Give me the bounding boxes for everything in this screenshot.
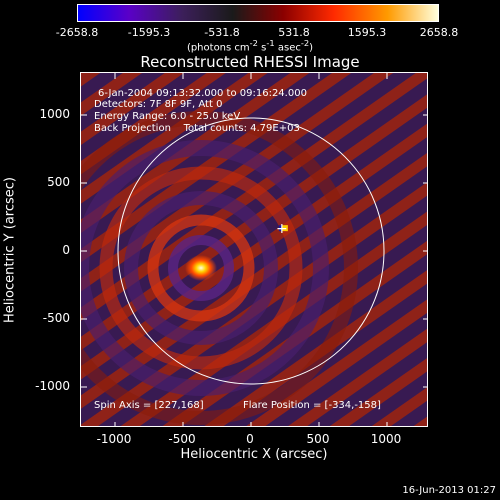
colorbar-tick-label: 1595.3: [347, 26, 387, 39]
y-tick-label: 0: [62, 243, 70, 257]
timestamp: 16-Jun-2013 01:27: [402, 485, 496, 496]
x-tick-label: 0: [246, 432, 254, 446]
plot-area: +: [80, 72, 428, 427]
spin-axis-marker: +: [276, 221, 288, 237]
axis-tick-marks: [81, 73, 427, 426]
y-tick-label: -1000: [35, 379, 70, 393]
solar-image: +: [81, 73, 427, 426]
x-tick-label: -1000: [96, 432, 132, 446]
x-tick-label: 1000: [370, 432, 402, 446]
x-axis-label: Heliocentric X (arcsec): [180, 447, 328, 462]
info-line-time: 6-Jan-2004 09:13:32.000 to 09:16:24.000: [98, 88, 307, 99]
solar-limb-circle: [117, 117, 385, 385]
y-tick-label: 1000: [39, 107, 70, 121]
y-tick-label: -500: [42, 311, 70, 325]
colorbar-tick-label: -2658.8: [55, 26, 99, 39]
intensity-ring: [81, 111, 358, 425]
colorbar-tick-label: 531.8: [278, 26, 310, 39]
intensity-ring: [99, 166, 303, 370]
info-line-energy: Energy Range: 6.0 - 25.0 keV: [94, 111, 241, 122]
intensity-ring: [147, 214, 255, 322]
colorbar-tick-label: 2658.8: [419, 26, 459, 39]
plot-title: Reconstructed RHESSI Image: [140, 53, 360, 71]
colorbar-unit-label: (photons cm-2 s-1 asec-2): [186, 38, 314, 54]
x-tick-label: 500: [306, 432, 330, 446]
intensity-ring: [168, 235, 234, 301]
flare-position-label: Flare Position = [-334,-158]: [243, 400, 381, 411]
intensity-ring: [81, 140, 329, 396]
spin-axis-label: Spin Axis = [227,168]: [94, 400, 204, 411]
x-tick-label: -500: [168, 432, 196, 446]
colorbar-tick-label: -531.8: [204, 26, 240, 39]
y-axis-label: Heliocentric Y (arcsec): [2, 177, 18, 323]
flare-source: [185, 255, 217, 281]
colorbar: [77, 4, 439, 22]
info-line-method: Back Projection Total counts: 4.79E+03: [94, 123, 300, 134]
colorbar-tick-label: -1595.3: [127, 26, 171, 39]
y-tick-label: 500: [47, 175, 70, 189]
intensity-ring: [124, 191, 278, 345]
info-line-detectors: Detectors: 7F 8F 9F, Att 0: [94, 99, 223, 110]
